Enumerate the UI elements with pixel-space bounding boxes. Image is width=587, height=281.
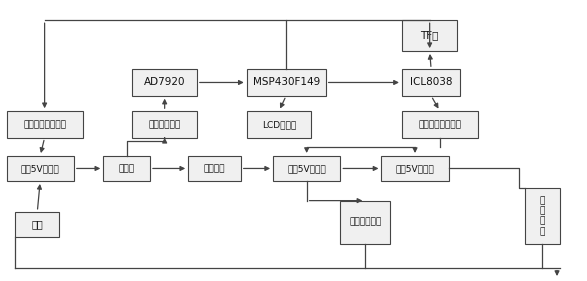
Bar xyxy=(6,156,74,181)
Text: 高频瓷片电容: 高频瓷片电容 xyxy=(349,218,382,227)
Bar xyxy=(133,69,197,96)
Text: 放
电
电
阴: 放 电 电 阴 xyxy=(539,196,545,236)
Text: LCD显示屏: LCD显示屏 xyxy=(262,120,296,129)
Text: 第二驱动放大电路: 第二驱动放大电路 xyxy=(23,120,66,129)
Bar xyxy=(340,201,390,244)
Text: 电源: 电源 xyxy=(32,219,43,229)
Bar xyxy=(382,156,448,181)
Text: 第一5V继电器: 第一5V继电器 xyxy=(287,164,326,173)
Bar xyxy=(188,156,241,181)
Text: 第一驱动放大电路: 第一驱动放大电路 xyxy=(419,120,461,129)
Text: TF卡: TF卡 xyxy=(420,31,439,41)
Text: AD7920: AD7920 xyxy=(144,78,185,87)
Bar xyxy=(247,111,311,138)
Text: 电压检测模块: 电压检测模块 xyxy=(149,120,181,129)
Bar xyxy=(525,188,560,244)
Bar xyxy=(273,156,340,181)
Text: 充电电阴: 充电电阴 xyxy=(204,164,225,173)
Text: 恒压源: 恒压源 xyxy=(119,164,134,173)
Text: 第二5V继电器: 第二5V继电器 xyxy=(396,164,434,173)
Bar xyxy=(133,111,197,138)
Bar xyxy=(247,69,326,96)
Bar xyxy=(402,20,457,51)
Bar xyxy=(15,212,59,237)
Bar xyxy=(103,156,150,181)
Bar xyxy=(6,111,83,138)
Bar xyxy=(402,111,478,138)
Text: MSP430F149: MSP430F149 xyxy=(252,78,320,87)
Text: 第三5V继电器: 第三5V继电器 xyxy=(21,164,60,173)
Text: ICL8038: ICL8038 xyxy=(410,78,453,87)
Bar xyxy=(402,69,460,96)
